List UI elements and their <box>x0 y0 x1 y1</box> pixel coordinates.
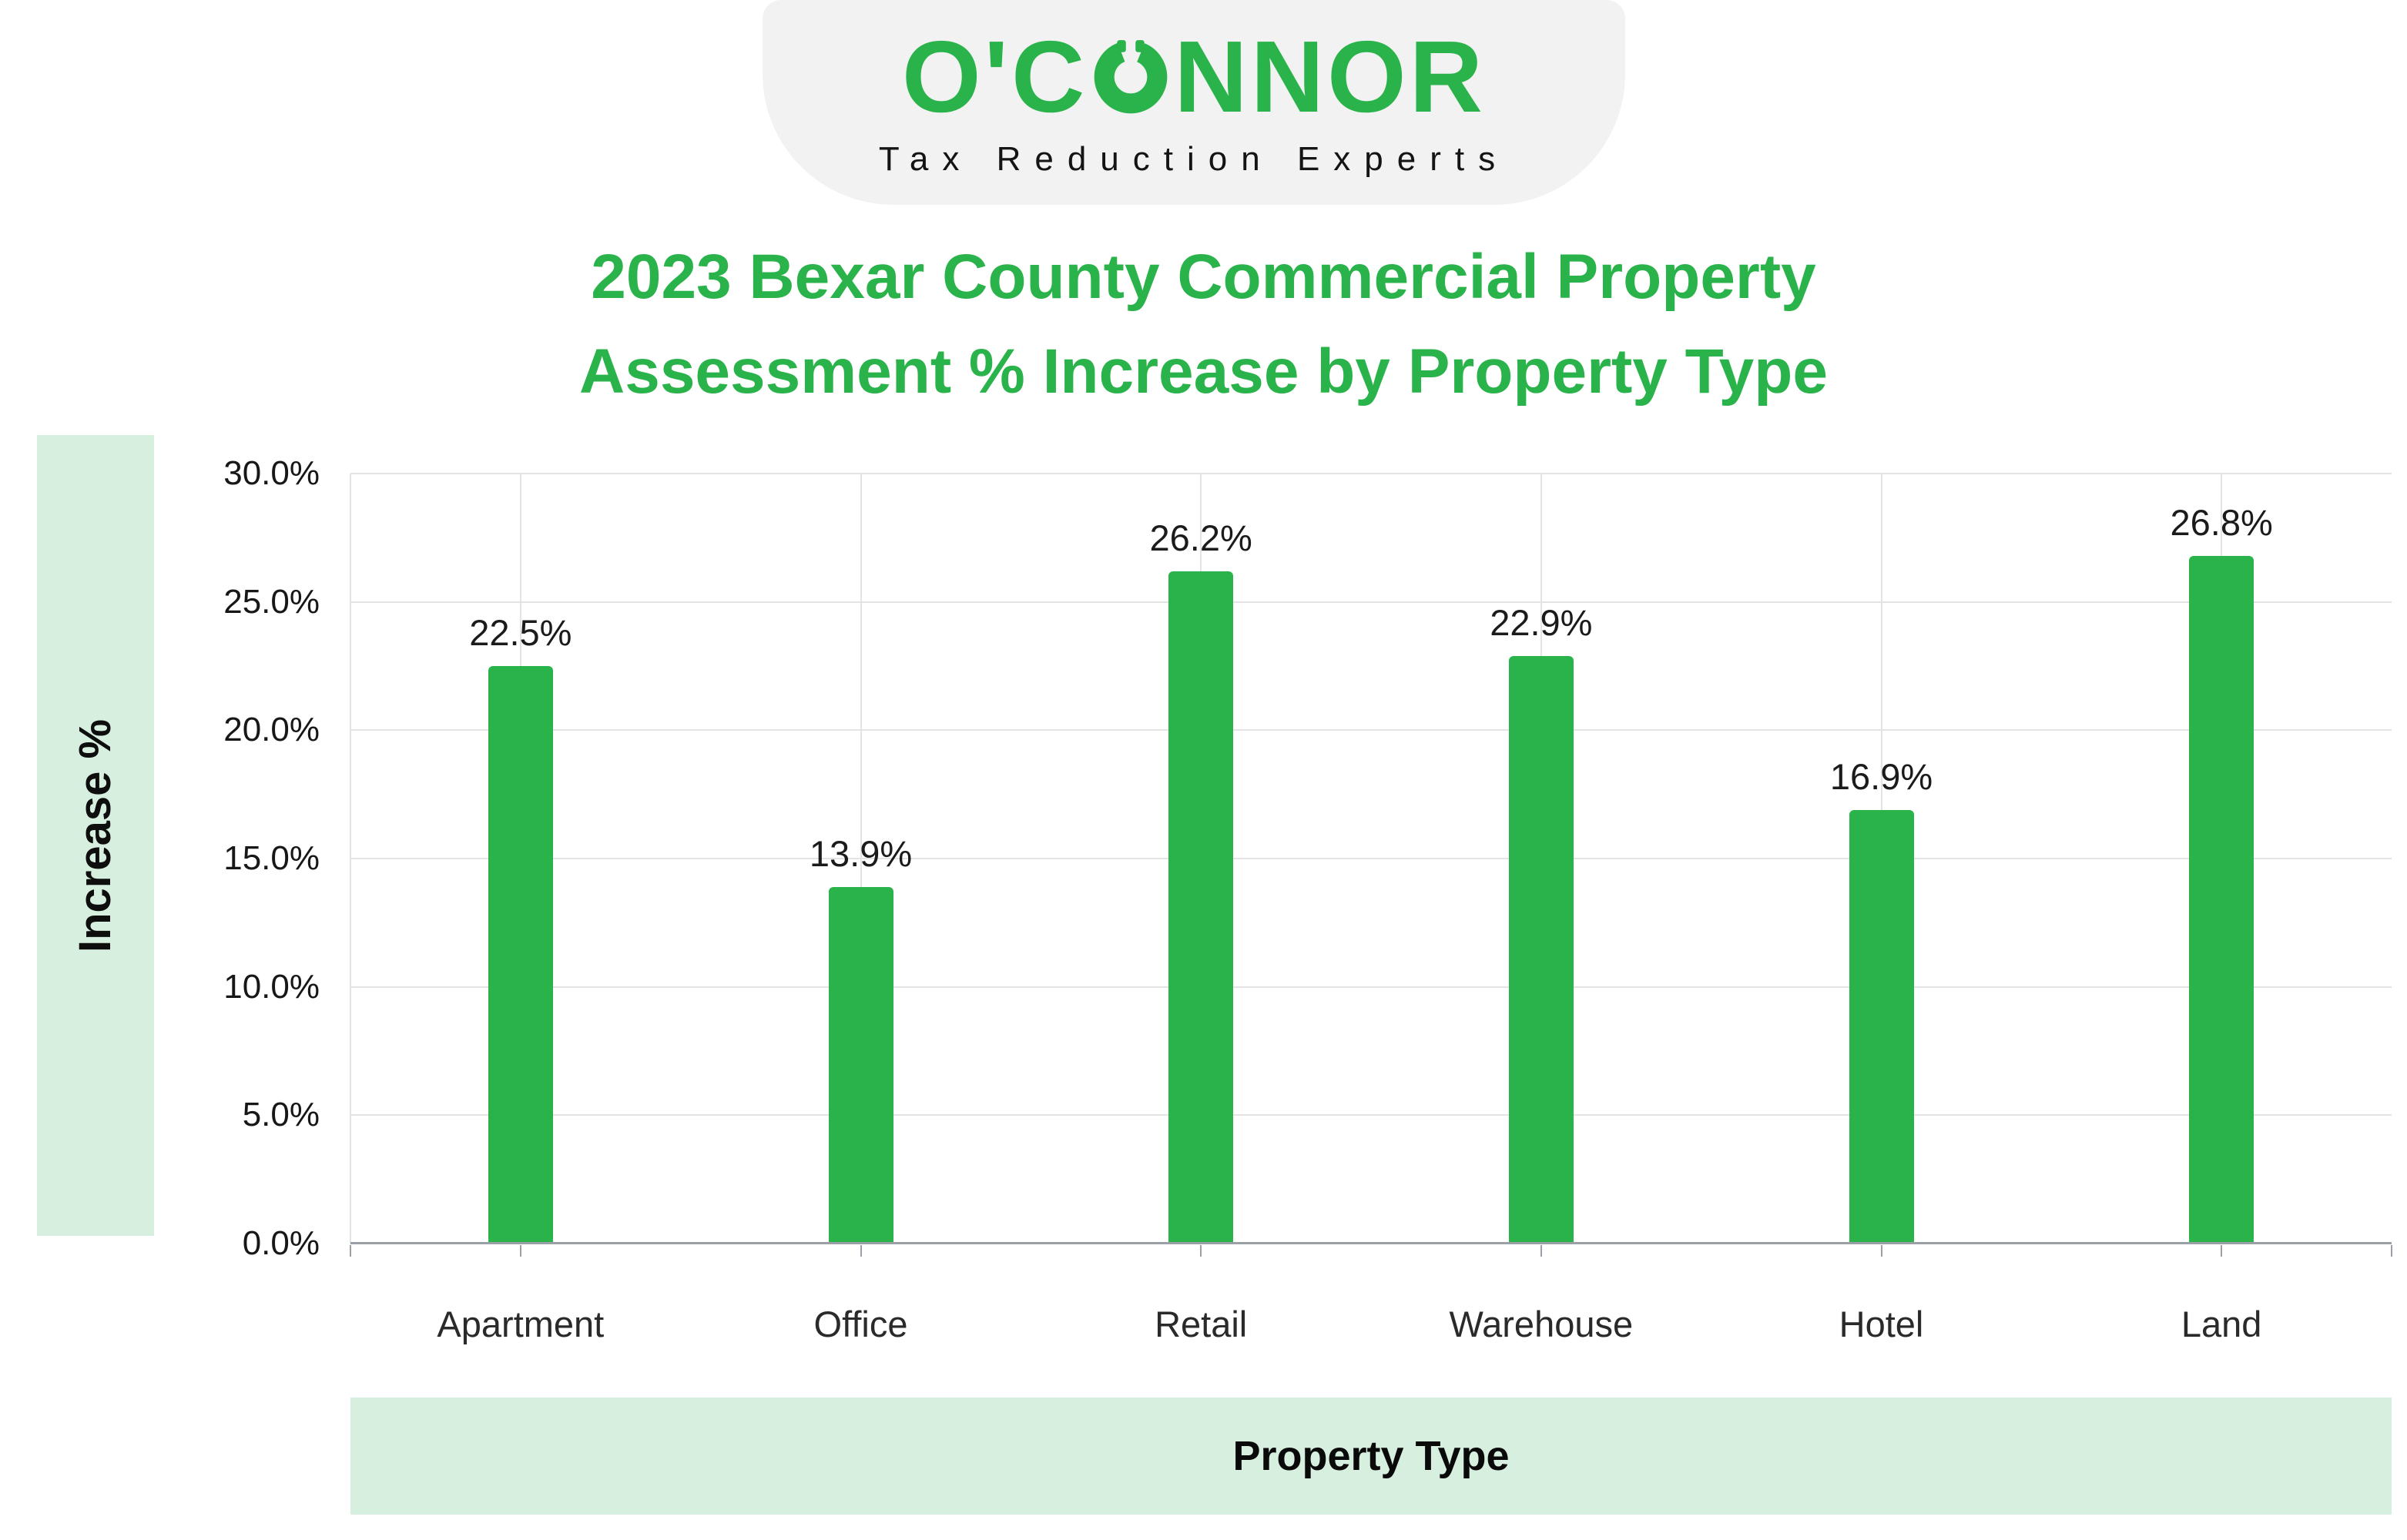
y-tick-labels: 0.0% 5.0% 10.0% 15.0% 20.0% 25.0% 30.0% <box>154 454 320 1262</box>
logo-text-post: NNOR <box>1174 20 1487 133</box>
h-gridline <box>350 1114 2392 1116</box>
chart-title-line1: 2023 Bexar County Commercial Property <box>591 242 1816 312</box>
bar-value-label: 22.9% <box>1490 601 1593 643</box>
x-axis-tick <box>1200 1245 1202 1257</box>
y-tick-label: 20.0% <box>223 711 320 749</box>
x-axis-label: Property Type <box>1232 1433 1510 1479</box>
bar-value-label: 16.9% <box>1829 755 1933 797</box>
y-tick-label: 30.0% <box>223 454 320 492</box>
x-category-label: Hotel <box>1839 1304 1924 1344</box>
bar-retail <box>1168 571 1234 1244</box>
chart-title: 2023 Bexar County Commercial Property As… <box>0 229 2407 419</box>
x-axis-tick <box>860 1245 862 1257</box>
y-axis-spine <box>350 474 351 1244</box>
oconnor-logo: O'C NNOR <box>902 26 1486 128</box>
logo-tagline: Tax Reduction Experts <box>878 140 1510 178</box>
y-tick-label: 15.0% <box>223 839 320 877</box>
bar-value-label: 26.2% <box>1149 517 1252 558</box>
x-category-label: Apartment <box>437 1304 605 1344</box>
y-tick-label: 0.0% <box>242 1224 320 1262</box>
bar-warehouse <box>1508 655 1574 1244</box>
v-gridline <box>860 474 862 1244</box>
h-gridline <box>350 986 2392 988</box>
logo-header: O'C NNOR Tax Reduction Experts <box>763 0 1625 205</box>
x-axis-tick <box>519 1245 521 1257</box>
x-axis-label-band: Property Type <box>350 1398 2392 1515</box>
bar-hotel <box>1849 809 1914 1244</box>
bar-land <box>2189 555 2254 1244</box>
bar-value-label: 22.5% <box>469 612 572 653</box>
bar-office <box>828 886 893 1244</box>
x-category-label: Office <box>813 1304 908 1344</box>
plot-area: 22.5% 13.9% 26.2% 22.9% 16.9% 26.8% <box>350 473 2392 1257</box>
h-gridline <box>350 601 2392 603</box>
x-axis-end-tick-right <box>2391 1245 2392 1257</box>
h-gridline <box>350 473 2392 474</box>
x-category-label: Retail <box>1155 1304 1248 1344</box>
bar-value-label: 13.9% <box>809 832 913 874</box>
bar-value-label: 26.8% <box>2170 501 2273 543</box>
x-axis-tick <box>2221 1245 2223 1257</box>
x-category-label: Warehouse <box>1449 1304 1634 1344</box>
x-axis-end-tick-left <box>350 1245 351 1257</box>
logo-gear-o-icon <box>1091 37 1171 117</box>
x-axis-tick <box>1540 1245 1542 1257</box>
x-axis-line <box>350 1242 2392 1244</box>
x-category-labels: Apartment Office Retail Warehouse Hotel Land <box>350 1303 2392 1349</box>
chart-title-line2: Assessment % Increase by Property Type <box>579 336 1828 407</box>
x-category-label: Land <box>2181 1304 2262 1344</box>
y-axis-label-band: Increase % <box>37 435 154 1236</box>
x-axis-tick <box>1880 1245 1882 1257</box>
y-tick-label: 25.0% <box>223 582 320 621</box>
y-tick-label: 10.0% <box>223 967 320 1006</box>
y-tick-label: 5.0% <box>242 1096 320 1134</box>
logo-text-pre: O'C <box>901 20 1088 133</box>
y-axis-label: Increase % <box>70 718 121 952</box>
h-gridline <box>350 729 2392 732</box>
bar-apartment <box>488 666 553 1244</box>
h-gridline <box>350 858 2392 859</box>
